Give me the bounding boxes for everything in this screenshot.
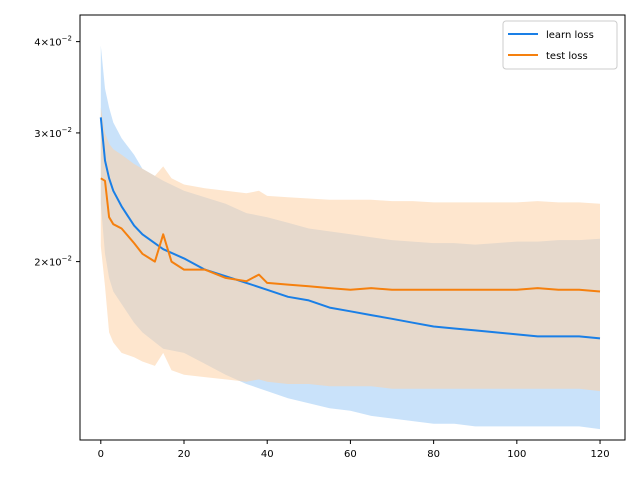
y-tick-label: 2×10−2 <box>34 255 72 269</box>
x-tick-label: 0 <box>98 449 104 460</box>
x-tick-label: 40 <box>261 449 274 460</box>
y-axis: 2×10−2 3×10−2 4×10−2 <box>34 35 80 269</box>
y-tick-label: 4×10−2 <box>34 35 72 49</box>
line-learn-loss <box>99 117 601 340</box>
x-tick-label: 100 <box>507 449 526 460</box>
legend: learn loss test loss <box>502 20 618 70</box>
confidence-bands <box>100 45 601 430</box>
x-tick-label: 20 <box>178 449 191 460</box>
x-tick-label: 120 <box>590 449 609 460</box>
x-tick-label: 80 <box>427 449 440 460</box>
series-lines <box>99 117 601 340</box>
band-test-loss <box>100 107 601 392</box>
x-tick-label: 60 <box>344 449 357 460</box>
x-axis: 0 20 40 60 80 100 120 <box>98 440 610 460</box>
line-test-loss <box>100 177 601 293</box>
legend-label-test-loss: test loss <box>546 51 588 62</box>
legend-label-learn-loss: learn loss <box>546 30 594 41</box>
y-tick-label: 3×10−2 <box>34 126 72 140</box>
axes-frame <box>79 14 626 441</box>
